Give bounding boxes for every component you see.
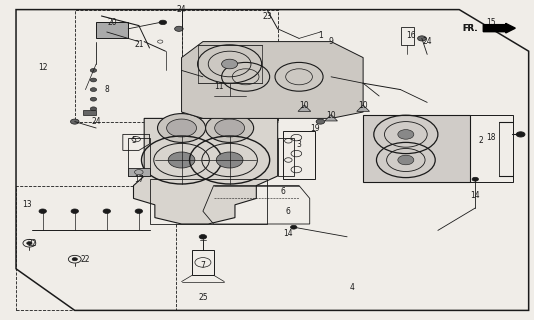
Bar	[128, 168, 150, 176]
Circle shape	[158, 114, 206, 142]
Bar	[182, 10, 278, 122]
Text: 8: 8	[105, 85, 109, 94]
Text: 16: 16	[406, 31, 416, 40]
Bar	[150, 179, 267, 224]
Circle shape	[90, 78, 97, 82]
Polygon shape	[325, 115, 337, 121]
Bar	[96, 22, 128, 38]
Circle shape	[222, 59, 238, 69]
Text: 19: 19	[310, 124, 320, 132]
Circle shape	[516, 132, 525, 137]
Circle shape	[290, 225, 297, 229]
Text: 14: 14	[470, 191, 480, 200]
Text: 12: 12	[38, 63, 48, 72]
Bar	[278, 138, 294, 176]
Text: 14: 14	[284, 229, 293, 238]
Text: 17: 17	[134, 175, 144, 184]
Text: 3: 3	[296, 140, 302, 148]
Polygon shape	[134, 118, 278, 224]
Circle shape	[70, 119, 79, 124]
Text: 13: 13	[22, 200, 32, 209]
Text: 9: 9	[328, 37, 334, 46]
Circle shape	[418, 36, 426, 41]
Circle shape	[135, 209, 143, 213]
Circle shape	[90, 88, 97, 92]
Circle shape	[159, 20, 167, 25]
Text: 7: 7	[200, 261, 206, 270]
Circle shape	[398, 155, 414, 165]
Text: 22: 22	[27, 239, 37, 248]
Bar	[192, 250, 214, 275]
Circle shape	[168, 152, 195, 168]
Polygon shape	[363, 115, 470, 182]
Polygon shape	[357, 105, 370, 111]
Text: 22: 22	[81, 255, 90, 264]
Circle shape	[72, 258, 77, 261]
Text: 1: 1	[318, 31, 323, 40]
Bar	[75, 10, 182, 122]
Text: 24: 24	[91, 117, 101, 126]
Circle shape	[175, 26, 183, 31]
Text: 25: 25	[198, 293, 208, 302]
Circle shape	[90, 97, 97, 101]
Text: 24: 24	[177, 5, 186, 14]
Circle shape	[103, 209, 111, 213]
Text: 15: 15	[486, 18, 496, 27]
Text: 6: 6	[286, 207, 291, 216]
Text: 5: 5	[131, 136, 136, 145]
Bar	[83, 110, 96, 115]
Text: FR.: FR.	[462, 24, 478, 33]
Text: 10: 10	[300, 101, 309, 110]
Text: 10: 10	[326, 111, 336, 120]
Text: 23: 23	[262, 12, 272, 20]
Circle shape	[398, 130, 414, 139]
FancyArrow shape	[483, 23, 515, 33]
Circle shape	[167, 119, 197, 137]
Circle shape	[199, 235, 207, 239]
Text: 6: 6	[280, 188, 286, 196]
Polygon shape	[182, 42, 363, 118]
Text: 4: 4	[350, 284, 355, 292]
Circle shape	[39, 209, 46, 213]
Text: 24: 24	[422, 37, 432, 46]
Bar	[16, 186, 176, 310]
Text: 11: 11	[214, 82, 224, 91]
Circle shape	[206, 114, 254, 142]
Circle shape	[316, 119, 325, 124]
Text: FR.: FR.	[462, 24, 478, 33]
Text: 2: 2	[478, 136, 483, 145]
Circle shape	[90, 107, 97, 111]
Text: 20: 20	[107, 18, 117, 27]
Text: 18: 18	[486, 133, 496, 142]
Circle shape	[216, 152, 243, 168]
Text: 10: 10	[358, 101, 368, 110]
Circle shape	[27, 242, 32, 245]
Bar	[400, 27, 414, 45]
Circle shape	[215, 119, 245, 137]
Circle shape	[90, 68, 97, 72]
Circle shape	[71, 209, 78, 213]
Text: 21: 21	[134, 40, 144, 49]
Bar	[128, 138, 150, 176]
Polygon shape	[298, 105, 311, 111]
Circle shape	[472, 177, 478, 181]
